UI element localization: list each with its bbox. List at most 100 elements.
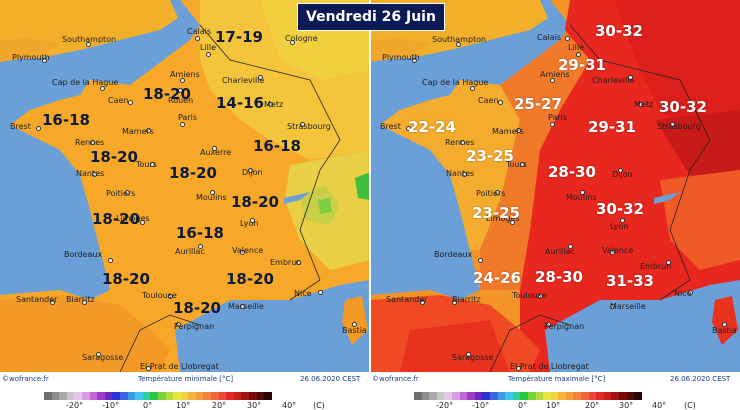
scale-swatch xyxy=(626,392,635,400)
city-dot xyxy=(610,304,615,309)
min-range-label: 18-20 xyxy=(226,270,274,288)
scale-swatch xyxy=(97,392,105,400)
city-dot xyxy=(128,100,133,105)
city-dot xyxy=(628,75,633,80)
city-label: Marseille xyxy=(610,302,646,311)
city-dot xyxy=(406,126,411,131)
city-label: Cologne xyxy=(285,34,318,43)
timestamp-min: 26.06.2020 CEST xyxy=(300,375,361,383)
city-label: Caen xyxy=(478,96,499,105)
city-label: Paris xyxy=(548,113,568,122)
max-range-label: 30-32 xyxy=(595,22,643,40)
city-label: Biarritz xyxy=(66,295,95,304)
city-dot xyxy=(580,190,585,195)
min-range-label: 18-20 xyxy=(92,210,140,228)
scale-swatch xyxy=(233,392,242,400)
city-label: Charleville xyxy=(222,76,265,85)
scale-label: -10° xyxy=(472,401,490,410)
city-label: Dijon xyxy=(242,168,263,177)
min-range-label: 16-18 xyxy=(253,137,301,155)
city-label: Lyon xyxy=(240,219,259,228)
city-label: Cap de la Hague xyxy=(52,78,119,87)
scale-swatch xyxy=(611,392,620,400)
scale-label: -20° xyxy=(436,401,454,410)
city-dot xyxy=(722,322,727,327)
city-dot xyxy=(240,304,245,309)
scale-swatch xyxy=(264,392,272,400)
scale-swatch xyxy=(203,392,212,400)
city-dot xyxy=(146,366,151,371)
max-range-label: 23-25 xyxy=(472,204,520,222)
min-range-label: 17-19 xyxy=(215,28,263,46)
city-label: Lille xyxy=(200,43,217,52)
city-dot xyxy=(420,300,425,305)
city-label: Paris xyxy=(178,113,198,122)
city-dot xyxy=(452,300,457,305)
scale-swatch xyxy=(173,392,181,400)
scale-label: 0° xyxy=(518,401,528,410)
scale-swatch xyxy=(467,392,475,400)
scale-swatch xyxy=(543,392,551,400)
min-range-label: 14-16 xyxy=(216,94,264,112)
scale-swatch xyxy=(66,392,75,400)
city-dot xyxy=(620,218,625,223)
city-dot xyxy=(96,352,101,357)
min-range-label: 18-20 xyxy=(90,148,138,166)
legend-footer: ©wofrance.fr Température minimale [°C] 2… xyxy=(0,372,740,410)
scale-swatch xyxy=(188,392,196,400)
city-dot xyxy=(42,58,47,63)
city-label: Bordeaux xyxy=(434,250,473,259)
city-label: Bastia xyxy=(712,326,737,335)
scale-swatch xyxy=(505,392,513,400)
city-label: Caen xyxy=(108,96,129,105)
city-dot xyxy=(610,250,615,255)
scale-swatch xyxy=(226,392,234,400)
scale-label: 20° xyxy=(585,401,600,410)
scale-swatch xyxy=(249,392,257,400)
city-dot xyxy=(240,250,245,255)
city-dot xyxy=(460,140,465,145)
scale-swatch xyxy=(256,392,265,400)
city-label: Tours xyxy=(136,160,157,169)
scale-swatch xyxy=(218,392,227,400)
min-range-label: 16-18 xyxy=(42,111,90,129)
city-dot xyxy=(568,244,573,249)
scale-label: 10° xyxy=(546,401,561,410)
city-label: Charleville xyxy=(592,76,635,85)
min-range-label: 18-20 xyxy=(143,85,191,103)
scale-swatch xyxy=(619,392,627,400)
city-label: Rouen xyxy=(168,96,194,105)
city-label: Bastia xyxy=(342,326,367,335)
scale-swatch xyxy=(119,392,128,400)
scale-label: 0° xyxy=(143,401,153,410)
map-background-max xyxy=(370,0,740,372)
city-dot xyxy=(520,162,525,167)
scale-swatch xyxy=(211,392,219,400)
city-label: Lille xyxy=(568,43,585,52)
scale-label: -10° xyxy=(102,401,120,410)
scale-swatch xyxy=(89,392,98,400)
scale-label: 30° xyxy=(247,401,262,410)
city-label: Embrun xyxy=(640,262,672,271)
scale-swatch xyxy=(573,392,582,400)
city-dot xyxy=(146,128,151,133)
city-dot xyxy=(456,42,461,47)
city-dot xyxy=(168,294,173,299)
max-range-label: 23-25 xyxy=(466,147,514,165)
scale-swatch xyxy=(482,392,490,400)
city-dot xyxy=(248,168,253,173)
legend-title-max: Température maximale [°C] xyxy=(508,375,606,383)
city-dot xyxy=(198,244,203,249)
city-dot xyxy=(495,190,500,195)
city-label: Toulouse xyxy=(142,291,177,300)
city-label: Valence xyxy=(232,246,264,255)
city-dot xyxy=(100,86,105,91)
timestamp-max: 26.06.2020 CEST xyxy=(670,375,731,383)
maximum-temperature-map: Plymouth Southampton Calais Lille Amiens… xyxy=(370,0,740,372)
city-label: Calais xyxy=(537,33,562,42)
credit-max: ©wofrance.fr xyxy=(372,375,419,383)
city-dot xyxy=(516,128,521,133)
max-range-label: 28-30 xyxy=(548,163,596,181)
city-label: Perpignan xyxy=(174,322,215,331)
